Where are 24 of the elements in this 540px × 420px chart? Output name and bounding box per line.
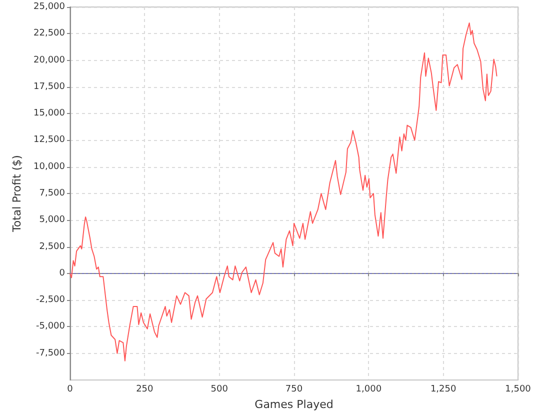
x-tick-label: 1,250 (430, 384, 456, 394)
x-tick-label: 500 (210, 384, 228, 394)
x-tick-label: 250 (136, 384, 154, 394)
x-tick-label: 1,000 (356, 384, 382, 394)
y-tick-label: -2,500 (36, 295, 66, 306)
y-tick-label: 15,000 (34, 108, 66, 119)
y-tick-label: 7,500 (39, 188, 66, 198)
y-tick-label: 17,500 (34, 82, 66, 92)
line-series (70, 22, 498, 362)
y-tick-label: 5,000 (39, 215, 66, 226)
y-tick-label: 25,000 (34, 2, 66, 12)
y-tick-label: -7,500 (36, 348, 66, 358)
y-tick-label: 22,500 (34, 28, 66, 39)
y-tick-label: 10,000 (34, 162, 66, 172)
x-tick-label: 1,500 (505, 384, 532, 394)
y-axis-title: Total Profit ($) (10, 155, 24, 233)
y-tick-label: 20,000 (34, 55, 66, 66)
y-tick-label: 12,500 (34, 135, 66, 146)
x-tick-label: 750 (285, 384, 303, 394)
x-axis-title: Games Played (254, 398, 334, 411)
y-tick-label: 2,500 (39, 242, 66, 252)
x-tick-label: 0 (67, 384, 74, 394)
y-tick-label: 0 (59, 268, 66, 278)
y-tick-label: -5,000 (36, 322, 66, 332)
